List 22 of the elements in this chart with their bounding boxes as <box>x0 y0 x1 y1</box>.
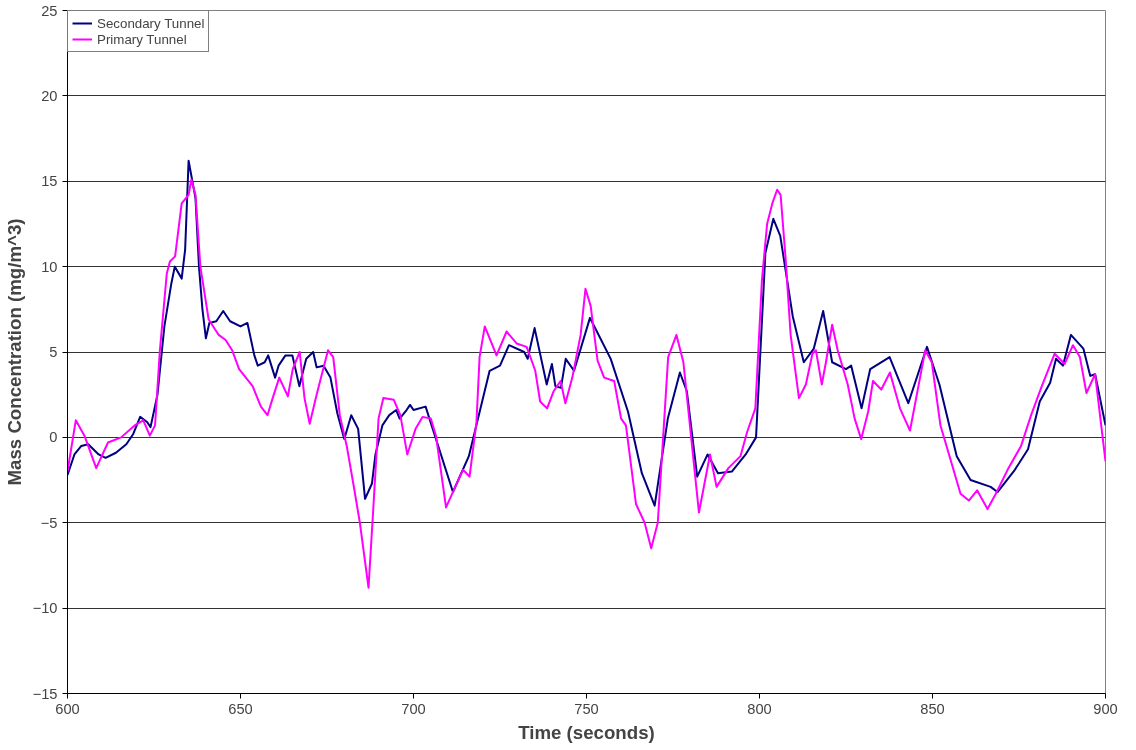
y-tick-label: −5 <box>40 514 58 531</box>
x-tick-label: 600 <box>55 700 80 717</box>
legend-label: Secondary Tunnel <box>97 15 205 31</box>
x-tick-label: 850 <box>920 700 945 717</box>
line-series <box>67 178 1106 589</box>
x-tick-label: 750 <box>574 700 599 717</box>
y-tick-label: 20 <box>41 87 58 104</box>
y-tick-label: 25 <box>41 2 58 19</box>
y-tick-label: −10 <box>32 600 58 617</box>
x-tick-label: 700 <box>401 700 426 717</box>
x-tick-label: 900 <box>1093 700 1118 717</box>
x-tick-label: 800 <box>747 700 772 717</box>
y-tick-label: 10 <box>41 258 58 275</box>
y-tick-label: 15 <box>41 173 58 190</box>
x-tick-label: 650 <box>228 700 253 717</box>
legend-label: Primary Tunnel <box>97 31 187 47</box>
y-tick-label: 0 <box>49 429 58 446</box>
y-tick-label: 5 <box>49 344 58 360</box>
line-series <box>67 159 1106 507</box>
y-tick-label: −15 <box>32 685 58 702</box>
y-axis-title: Mass Concentration (mg/m^3) <box>3 218 25 486</box>
x-axis-title: Time (seconds) <box>518 721 655 743</box>
